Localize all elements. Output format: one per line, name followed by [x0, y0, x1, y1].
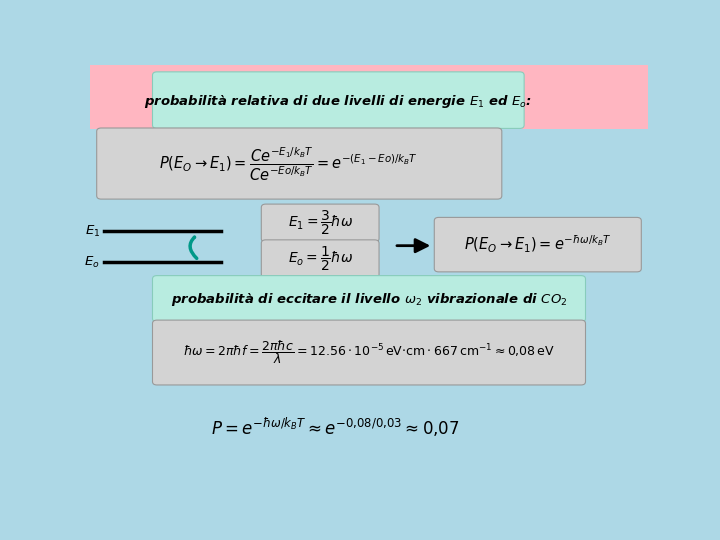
- Text: $E_1$: $E_1$: [85, 224, 100, 239]
- FancyBboxPatch shape: [153, 320, 585, 385]
- Text: $P(E_O \rightarrow E_1) = e^{-\hbar\omega/k_BT}$: $P(E_O \rightarrow E_1) = e^{-\hbar\omeg…: [464, 234, 611, 255]
- Text: $P = e^{-\hbar\omega/k_BT} \approx e^{-0{,}08/0{,}03} \approx 0{,}07$: $P = e^{-\hbar\omega/k_BT} \approx e^{-0…: [211, 416, 460, 439]
- Text: $P(E_O \rightarrow E_1) = \dfrac{Ce^{-E_1/k_BT}}{Ce^{-Eo/k_BT}} = e^{-(E_1-Eo)/k: $P(E_O \rightarrow E_1) = \dfrac{Ce^{-E_…: [158, 145, 418, 183]
- FancyBboxPatch shape: [261, 204, 379, 242]
- Text: $E_o = \dfrac{1}{2}\hbar\omega$: $E_o = \dfrac{1}{2}\hbar\omega$: [288, 245, 353, 273]
- FancyBboxPatch shape: [96, 128, 502, 199]
- FancyBboxPatch shape: [261, 240, 379, 278]
- FancyBboxPatch shape: [153, 72, 524, 129]
- Text: $E_o$: $E_o$: [84, 255, 100, 270]
- FancyArrowPatch shape: [190, 237, 197, 258]
- Text: probabilità di eccitare il livello $\omega_2$ vibrazionale di $CO_2$: probabilità di eccitare il livello $\ome…: [171, 291, 567, 308]
- Text: probabilità relativa di due livelli di energie $E_1$ ed $E_o$:: probabilità relativa di due livelli di e…: [144, 93, 532, 110]
- Text: $E_1 = \dfrac{3}{2}\hbar\omega$: $E_1 = \dfrac{3}{2}\hbar\omega$: [288, 209, 354, 238]
- FancyBboxPatch shape: [434, 218, 642, 272]
- Bar: [90, 65, 648, 129]
- Text: $\hbar\omega = 2\pi\hbar f = \dfrac{2\pi\hbar c}{\lambda} = 12.56 \cdot 10^{-5}\: $\hbar\omega = 2\pi\hbar f = \dfrac{2\pi…: [183, 339, 555, 367]
- FancyBboxPatch shape: [153, 275, 585, 322]
